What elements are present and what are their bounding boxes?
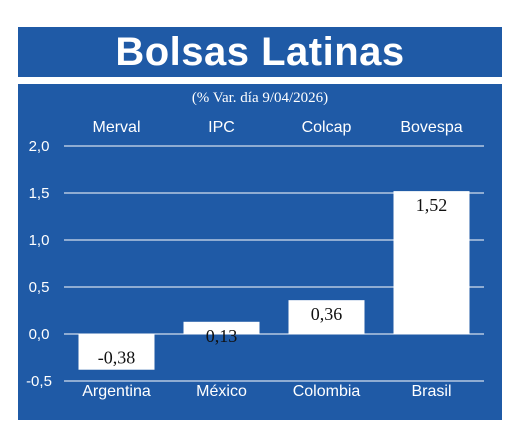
index-labels: Merval IPC Colcap Bovespa	[92, 119, 462, 136]
chart-title: Bolsas Latinas	[115, 30, 405, 74]
index-label: Bovespa	[400, 119, 462, 136]
bars	[78, 191, 470, 370]
bar-chart: (% Var. día 9/04/2026) -0,50,00,51,01,52…	[26, 90, 484, 400]
y-tick-label: -0,5	[26, 373, 52, 390]
bar	[288, 300, 365, 334]
category-label: México	[196, 383, 247, 400]
y-tick-label: 0,0	[29, 326, 50, 343]
bar	[78, 334, 155, 370]
bar	[393, 191, 470, 334]
category-labels: Argentina México Colombia Brasil	[82, 383, 451, 400]
chart-subtitle: (% Var. día 9/04/2026)	[192, 90, 328, 106]
category-label: Colombia	[293, 383, 361, 400]
bar	[183, 321, 260, 334]
y-axis-ticks: -0,5 0,0 0,5 1,0 1,5 2,0	[26, 138, 52, 390]
data-label: 0,36	[311, 304, 343, 324]
category-label: Argentina	[82, 383, 151, 400]
y-tick-label: 2,0	[29, 138, 50, 155]
index-label: Colcap	[302, 119, 352, 136]
data-labels: -0,38 0,13 0,36 1,52	[98, 195, 448, 368]
y-tick-label: 0,5	[29, 279, 50, 296]
y-tick-label: 1,0	[29, 232, 50, 249]
index-label: IPC	[208, 119, 235, 136]
data-label: -0,38	[98, 348, 136, 368]
category-label: Brasil	[411, 383, 451, 400]
data-label: 0,13	[206, 326, 238, 346]
y-tick-label: 1,5	[29, 185, 50, 202]
data-label: 1,52	[416, 195, 448, 215]
chart-panel: (% Var. día 9/04/2026) -0,5 0,0 0,5 1,0 1,5 2…	[18, 84, 502, 420]
chart-title-bar: Bolsas Latinas	[18, 27, 502, 77]
index-label: Merval	[92, 119, 140, 136]
